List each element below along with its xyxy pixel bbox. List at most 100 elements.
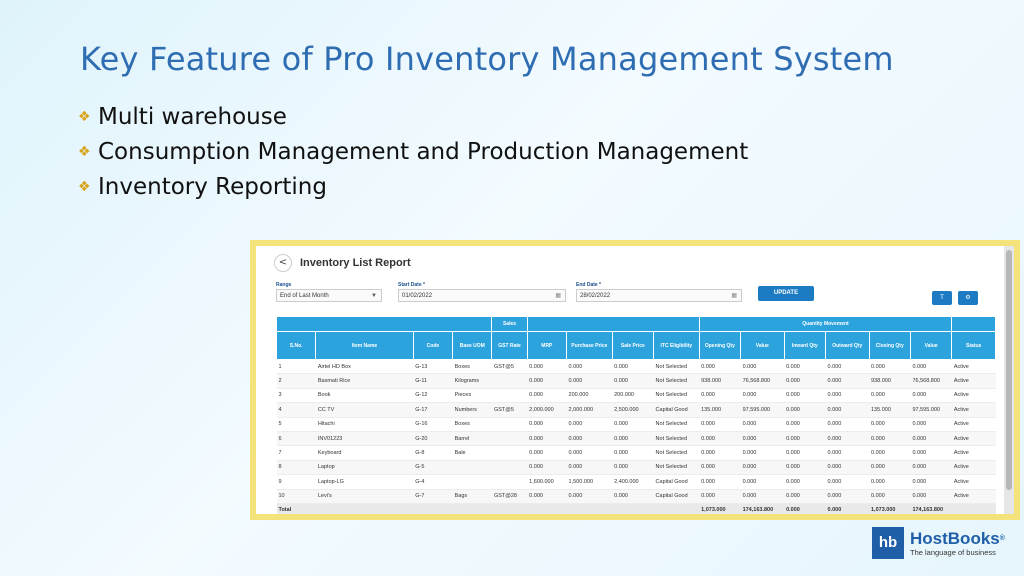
column-header[interactable]: MRP bbox=[526, 331, 568, 360]
back-icon[interactable]: < bbox=[274, 254, 292, 272]
table-cell bbox=[452, 460, 492, 476]
calendar-icon: ▦ bbox=[731, 293, 737, 299]
column-header-row: S.No. Item Name Code Base UOM GST Rate MRP Pur… bbox=[275, 331, 996, 360]
table-cell bbox=[491, 474, 528, 490]
table-cell: 0.000 bbox=[910, 417, 952, 432]
table-row[interactable]: 7 Keyboard G-8 Bale 0.000 0.000 0.000 Not Selec… bbox=[276, 445, 996, 461]
end-date-input[interactable]: 28/02/2022 ▦ bbox=[576, 289, 742, 302]
column-header[interactable]: Outward Qty bbox=[825, 331, 870, 360]
table-row[interactable]: 10 Levi's G-7 Bags GST@28 0.000 0.000 0.000 Capi… bbox=[276, 489, 996, 504]
table-cell: Not Selected bbox=[653, 359, 700, 375]
table-body: 1 Airtel HD Box G-13 Boxes GST@5 0.000 0.000 0.… bbox=[276, 359, 996, 514]
table-cell: Active bbox=[951, 359, 996, 375]
update-button[interactable]: UPDATE bbox=[758, 286, 814, 301]
logo-name: HostBooks bbox=[910, 528, 1000, 548]
table-row[interactable]: 2 Basmati Rice G-11 Kilograms 0.000 0.000 0.00… bbox=[276, 373, 996, 389]
calendar-icon: ▦ bbox=[555, 293, 561, 299]
table-cell: 0.000 bbox=[527, 388, 567, 404]
table-row[interactable]: 8 Laptop G-5 0.000 0.000 0.000 Not Selected 0.0… bbox=[276, 460, 996, 476]
table-cell: 0.000 bbox=[784, 388, 826, 404]
column-header[interactable]: GST Rate bbox=[491, 331, 528, 360]
column-header[interactable]: Base UOM bbox=[452, 331, 493, 360]
table-cell bbox=[452, 474, 492, 490]
table-cell: 76,568.800 bbox=[910, 373, 952, 389]
vertical-scrollbar[interactable] bbox=[1004, 246, 1014, 514]
table-row[interactable]: 3 Book G-12 Pieces 0.000 200.000 200.000 Not Se… bbox=[276, 388, 996, 404]
column-header[interactable]: Item Name bbox=[315, 331, 414, 360]
table-cell: 0.000 bbox=[825, 373, 869, 389]
table-cell: 0.000 bbox=[825, 388, 869, 404]
table-cell: 76,568.800 bbox=[740, 373, 785, 389]
table-row[interactable]: 4 CC TV G-17 Numbers GST@5 2,000.000 2,000.000… bbox=[276, 402, 996, 418]
table-cell: 0.000 bbox=[612, 431, 654, 447]
table-cell: 0.000 bbox=[740, 431, 785, 447]
table-cell: 0.000 bbox=[825, 460, 869, 476]
total-cell: 1,073.000 bbox=[869, 503, 911, 514]
range-label: Range bbox=[276, 282, 292, 288]
table-row[interactable]: 6 INV01223 G-20 Barrel 0.000 0.000 0.000 Not Se… bbox=[276, 431, 996, 447]
table-cell: GST@5 bbox=[491, 402, 528, 418]
table-row[interactable]: 9 Laptop-LG G-4 1,600.000 1,500.000 2,400.000… bbox=[276, 474, 996, 490]
table-cell bbox=[491, 445, 528, 461]
table-cell: 2 bbox=[276, 373, 316, 389]
total-row: Total 1,073.000 174,163.800 0.000 0.000 1,073… bbox=[276, 503, 996, 514]
table-cell: 0.000 bbox=[825, 417, 869, 432]
table-cell: Kilograms bbox=[452, 373, 492, 389]
column-header[interactable]: Sale Price bbox=[611, 331, 655, 360]
table-cell: 0.000 bbox=[784, 445, 826, 461]
table-cell: 9 bbox=[276, 474, 316, 490]
column-header[interactable]: Closing Qty bbox=[868, 331, 911, 360]
table-row[interactable]: 5 Hitachi G-16 Boxes 0.000 0.000 0.000 Not Sele… bbox=[276, 417, 996, 432]
table-row[interactable]: 1 Airtel HD Box G-13 Boxes GST@5 0.000 0.000 0.… bbox=[276, 359, 996, 375]
table-cell: 0.000 bbox=[910, 388, 952, 404]
filter-icon[interactable]: T bbox=[932, 291, 952, 305]
range-select[interactable]: End of Last Month ▼ bbox=[276, 289, 382, 302]
table-cell: G-7 bbox=[413, 489, 453, 504]
table-cell: Active bbox=[951, 431, 996, 447]
table-cell: G-16 bbox=[413, 417, 453, 432]
column-header[interactable]: Opening Qty bbox=[698, 331, 742, 360]
column-header[interactable]: Code bbox=[412, 331, 454, 360]
feature-item: ❖ Multi warehouse bbox=[78, 100, 748, 135]
total-cell bbox=[653, 503, 700, 514]
table-cell: Active bbox=[951, 460, 996, 476]
column-header[interactable]: S.No. bbox=[275, 331, 317, 360]
table-cell: Keyboard bbox=[315, 445, 414, 461]
scroll-thumb[interactable] bbox=[1006, 250, 1012, 490]
column-header[interactable]: Status bbox=[951, 331, 996, 360]
table-cell: GST@28 bbox=[491, 489, 528, 504]
column-header[interactable]: Value bbox=[909, 331, 953, 360]
start-date-input[interactable]: 01/02/2022 ▦ bbox=[398, 289, 566, 302]
table-cell: Not Selected bbox=[653, 445, 700, 461]
slide-title: Key Feature of Pro Inventory Management … bbox=[80, 40, 894, 78]
table-cell: 0.000 bbox=[825, 445, 869, 461]
table-cell: Barrel bbox=[452, 431, 492, 447]
table-cell: 0.000 bbox=[699, 388, 741, 404]
table-cell: Laptop bbox=[315, 460, 414, 476]
table-cell: 0.000 bbox=[825, 474, 869, 490]
table-cell: 0.000 bbox=[566, 359, 613, 375]
column-header[interactable]: Inward Qty bbox=[783, 331, 827, 360]
table-cell: 0.000 bbox=[740, 445, 785, 461]
table-cell: 0.000 bbox=[740, 417, 785, 432]
table-cell: Book bbox=[315, 388, 414, 404]
column-header[interactable]: Value bbox=[740, 331, 785, 360]
table-cell: 0.000 bbox=[527, 417, 567, 432]
table-cell: 0.000 bbox=[527, 460, 567, 476]
table-cell: 0.000 bbox=[699, 460, 741, 476]
table-cell: 0.000 bbox=[869, 359, 911, 375]
column-header[interactable]: ITC Eligibility bbox=[653, 331, 700, 360]
table-cell: 0.000 bbox=[699, 417, 741, 432]
table-cell bbox=[491, 460, 528, 476]
table-cell: 0.000 bbox=[699, 474, 741, 490]
total-cell: 0.000 bbox=[784, 503, 826, 514]
report-title: Inventory List Report bbox=[300, 257, 411, 269]
table-cell: 0.000 bbox=[784, 431, 826, 447]
table-cell: 200.000 bbox=[566, 388, 613, 404]
table-cell: 0.000 bbox=[527, 431, 567, 447]
table-cell: Not Selected bbox=[653, 431, 700, 447]
logo-mark: hb bbox=[872, 527, 904, 559]
settings-icon[interactable]: ⚙ bbox=[958, 291, 978, 305]
column-header[interactable]: Purchase Price bbox=[566, 331, 613, 360]
table-cell: 6 bbox=[276, 431, 316, 447]
